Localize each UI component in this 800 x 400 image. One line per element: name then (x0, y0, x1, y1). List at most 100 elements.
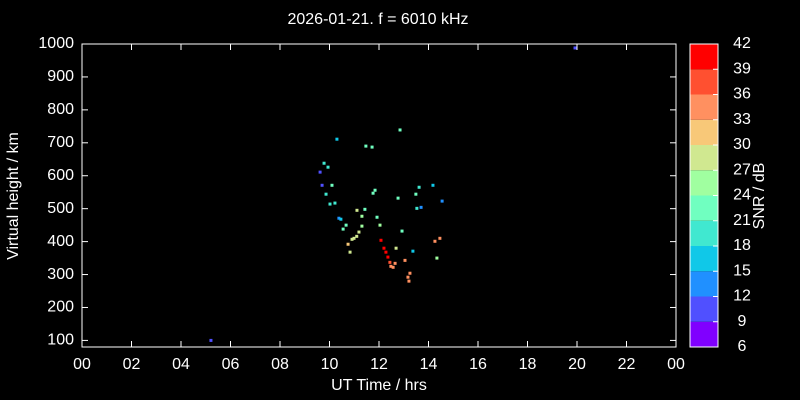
data-point (396, 196, 400, 200)
colorbar-swatch (690, 69, 718, 95)
data-point (350, 237, 354, 241)
data-point (414, 192, 418, 196)
data-point (370, 145, 374, 149)
colorbar-swatch (690, 195, 718, 221)
data-point (363, 207, 367, 211)
data-point (415, 206, 419, 210)
data-point (386, 255, 390, 259)
data-point (357, 230, 361, 234)
data-point (355, 208, 359, 212)
data-point (408, 271, 412, 275)
y-tick-label: 500 (47, 200, 74, 217)
data-point (375, 215, 379, 219)
data-point (388, 260, 392, 264)
data-point (320, 183, 324, 187)
x-tick-label: 10 (321, 356, 339, 373)
colorbar-swatch (690, 145, 718, 171)
y-tick-label: 900 (47, 68, 74, 85)
colorbar-tick-label: 33 (733, 111, 751, 128)
x-tick-label: 02 (123, 356, 141, 373)
data-point (398, 128, 402, 132)
x-tick-label: 08 (271, 356, 289, 373)
y-tick-label: 700 (47, 134, 74, 151)
data-point (339, 217, 343, 221)
colorbar-tick-label: 9 (738, 313, 747, 330)
data-point (440, 199, 444, 203)
colorbar-swatch (690, 220, 718, 246)
data-point (328, 202, 332, 206)
data-point (364, 144, 368, 148)
x-tick-label: 06 (222, 356, 240, 373)
x-tick-label: 12 (370, 356, 388, 373)
data-point (318, 170, 322, 174)
data-point (330, 183, 334, 187)
y-tick-label: 200 (47, 299, 74, 316)
y-tick-label: 400 (47, 233, 74, 250)
data-point (360, 214, 364, 218)
data-point (322, 161, 326, 165)
data-point (382, 246, 386, 250)
data-point (335, 137, 339, 141)
x-tick-label: 20 (568, 356, 586, 373)
x-tick-label: 18 (519, 356, 537, 373)
data-point (391, 265, 395, 269)
colorbar-tick-label: 30 (733, 136, 751, 153)
data-point (209, 338, 213, 342)
colorbar-tick-label: 39 (733, 60, 751, 77)
colorbar-tick-label: 21 (733, 212, 751, 229)
data-point (400, 229, 404, 233)
data-point (378, 223, 382, 227)
data-point (438, 236, 442, 240)
data-point (360, 224, 364, 228)
data-point (324, 192, 328, 196)
colorbar-swatch (690, 296, 718, 322)
data-point (373, 188, 377, 192)
colorbar-tick-label: 15 (733, 262, 751, 279)
colorbar-tick-label: 24 (733, 187, 751, 204)
x-axis-label: UT Time / hrs (331, 377, 427, 394)
data-point (435, 256, 439, 260)
x-tick-label: 00 (73, 356, 91, 373)
data-point (431, 183, 435, 187)
colorbar-tick-label: 42 (733, 35, 751, 52)
y-tick-label: 300 (47, 266, 74, 283)
colorbar-swatch (690, 321, 718, 347)
y-tick-label: 800 (47, 101, 74, 118)
y-tick-label: 100 (47, 332, 74, 349)
plot-frame (81, 43, 677, 348)
colorbar-tick-label: 12 (733, 288, 751, 305)
data-point (341, 227, 345, 231)
data-point (352, 236, 356, 240)
colorbar-swatch (690, 246, 718, 272)
data-point (384, 250, 388, 254)
data-point (333, 201, 337, 205)
data-point (407, 279, 411, 283)
y-tick-label: 600 (47, 167, 74, 184)
data-point (337, 216, 341, 220)
data-point (393, 261, 397, 265)
data-point (371, 191, 375, 195)
colorbar-swatch (690, 94, 718, 120)
chart-title: 2026-01-21. f = 6010 kHz (287, 11, 468, 28)
colorbar-swatch (690, 170, 718, 196)
data-point (355, 234, 359, 238)
colorbar-swatch (690, 119, 718, 145)
data-point (573, 46, 577, 50)
data-point (411, 249, 415, 253)
x-tick-label: 16 (469, 356, 487, 373)
colorbar-tick-label: 36 (733, 86, 751, 103)
y-tick-label: 1000 (38, 35, 74, 52)
data-point (348, 250, 352, 254)
x-tick-label: 22 (618, 356, 636, 373)
colorbar-swatch (690, 44, 718, 70)
colorbar-swatch (690, 271, 718, 297)
data-point (389, 264, 393, 268)
data-point (379, 238, 383, 242)
colorbar-tick-label: 6 (738, 338, 747, 355)
data-point (326, 165, 330, 169)
colorbar-tick-label: 27 (733, 161, 751, 178)
x-tick-label: 04 (172, 356, 190, 373)
data-point (433, 239, 437, 243)
colorbar-tick-label: 18 (733, 237, 751, 254)
